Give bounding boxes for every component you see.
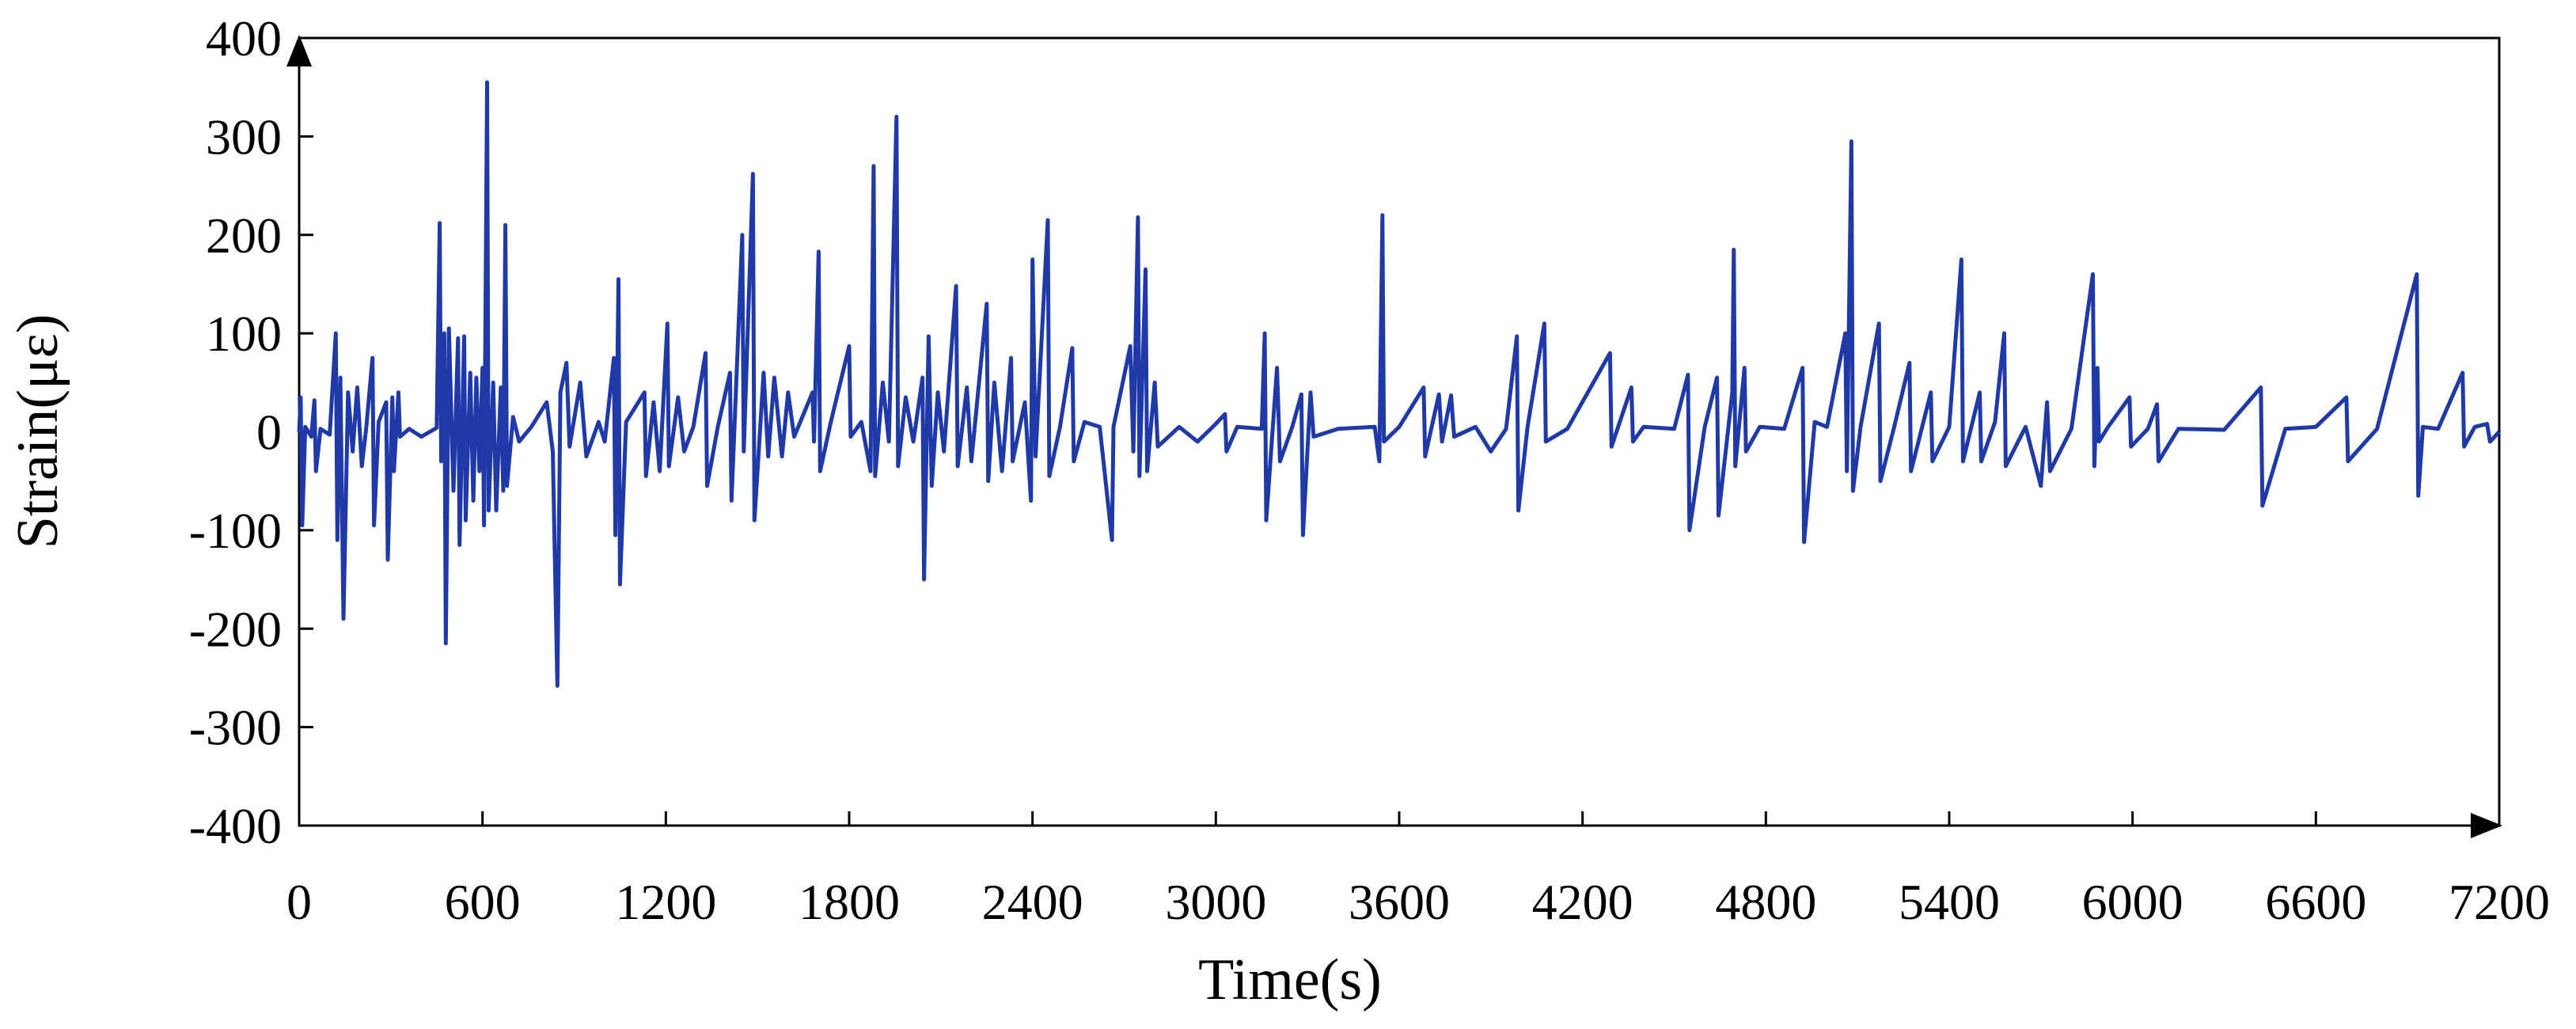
y-tick-label: -300 xyxy=(189,700,282,756)
x-ticks: 0 600 1200 1800 2400 3000 3600 4200 4800 5400 6000… xyxy=(286,811,2550,930)
x-tick-label: 3600 xyxy=(1349,874,1450,930)
x-axis-arrow xyxy=(2471,813,2502,838)
x-tick-label: 6000 xyxy=(2082,874,2183,930)
series-layer xyxy=(297,80,2501,688)
y-axis-label: Strain(με) xyxy=(6,314,70,549)
x-tick-label: 4800 xyxy=(1715,874,1816,930)
axis-arrows xyxy=(286,35,2502,838)
x-tick-label: 2400 xyxy=(982,874,1083,930)
x-tick-label: 4200 xyxy=(1532,874,1633,930)
y-tick-label: -200 xyxy=(189,601,282,657)
x-tick-label: 1800 xyxy=(799,874,900,930)
y-ticks: 400 300 200 100 0 -100 -200 -300 -400 xyxy=(189,10,313,854)
y-axis-arrow xyxy=(286,35,312,66)
y-tick-label: 200 xyxy=(206,207,282,264)
x-tick-label: 5400 xyxy=(1899,874,2000,930)
x-tick-label: 6600 xyxy=(2265,874,2366,930)
y-tick-label: 300 xyxy=(206,108,282,165)
strain-series-line xyxy=(297,80,2501,688)
x-tick-label: 1200 xyxy=(615,874,716,930)
x-tick-label: 7200 xyxy=(2449,874,2550,930)
y-tick-label: -100 xyxy=(189,503,282,559)
plot-frame xyxy=(298,36,2501,827)
x-axis-label: Time(s) xyxy=(1198,947,1382,1012)
x-tick-label: 3000 xyxy=(1165,874,1266,930)
x-tick-label: 0 xyxy=(286,874,312,930)
y-tick-label: 400 xyxy=(206,10,282,66)
y-tick-label: 100 xyxy=(206,306,282,362)
y-tick-label: 0 xyxy=(256,404,282,461)
x-tick-label: 600 xyxy=(445,874,521,930)
y-tick-label: -400 xyxy=(189,798,282,854)
